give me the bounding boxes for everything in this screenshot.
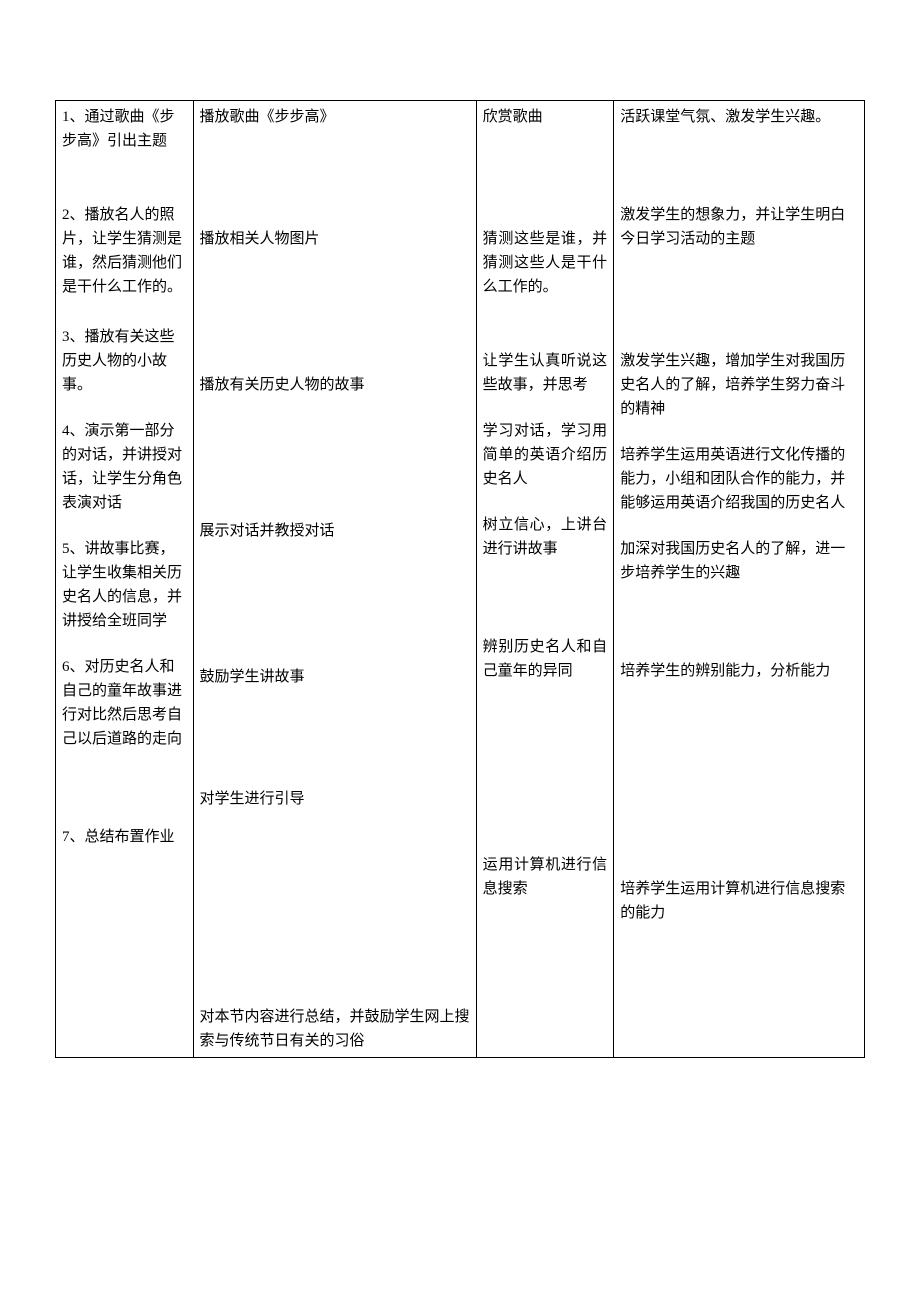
step-2: 2、播放名人的照片，让学生猜测是谁，然后猜测他们是干什么工作的。 — [62, 203, 187, 299]
cell-student-activity: 欣赏歌曲 猜测这些是谁，并猜测这些人是干什么工作的。 让学生认真听说这些故事，并… — [476, 101, 614, 1058]
step-6: 6、对历史名人和自己的童年故事进行对比然后思考自己以后道路的走向 — [62, 655, 187, 751]
purpose-7: 培养学生运用计算机进行信息搜索的能力 — [620, 877, 858, 925]
teacher-3: 播放有关历史人物的故事 — [200, 373, 470, 397]
student-4: 学习对话，学习用简单的英语介绍历史名人 — [483, 419, 608, 491]
lesson-plan-table: 1、通过歌曲《步步高》引出主题 2、播放名人的照片，让学生猜测是谁，然后猜测他们… — [55, 100, 865, 1058]
purpose-3: 激发学生兴趣，增加学生对我国历史名人的了解，培养学生努力奋斗的精神 — [620, 349, 858, 421]
step-7: 7、总结布置作业 — [62, 825, 187, 849]
teacher-2: 播放相关人物图片 — [200, 227, 470, 251]
purpose-2: 激发学生的想象力，并让学生明白今日学习活动的主题 — [620, 203, 858, 251]
purpose-4: 培养学生运用英语进行文化传播的能力，小组和团队合作的能力，并能够运用英语介绍我国… — [620, 443, 858, 515]
student-6: 辨别历史名人和自己童年的异同 — [483, 635, 608, 683]
step-1: 1、通过歌曲《步步高》引出主题 — [62, 105, 187, 153]
student-5: 树立信心，上讲台进行讲故事 — [483, 513, 608, 561]
student-2: 猜测这些是谁，并猜测这些人是干什么工作的。 — [483, 227, 608, 299]
purpose-6: 培养学生的辨别能力，分析能力 — [620, 659, 858, 683]
student-7: 运用计算机进行信息搜索 — [483, 853, 608, 901]
table-row: 1、通过歌曲《步步高》引出主题 2、播放名人的照片，让学生猜测是谁，然后猜测他们… — [56, 101, 865, 1058]
teacher-4: 展示对话并教授对话 — [200, 519, 470, 543]
student-3: 让学生认真听说这些故事，并思考 — [483, 349, 608, 397]
step-3: 3、播放有关这些历史人物的小故事。 — [62, 325, 187, 397]
step-4: 4、演示第一部分的对话，并讲授对话，让学生分角色表演对话 — [62, 419, 187, 515]
teacher-7: 对本节内容进行总结，并鼓励学生网上搜索与传统节日有关的习俗 — [200, 1005, 470, 1053]
purpose-1: 活跃课堂气氛、激发学生兴趣。 — [620, 105, 858, 129]
cell-steps: 1、通过歌曲《步步高》引出主题 2、播放名人的照片，让学生猜测是谁，然后猜测他们… — [56, 101, 194, 1058]
teacher-1: 播放歌曲《步步高》 — [200, 105, 470, 129]
teacher-5: 鼓励学生讲故事 — [200, 665, 470, 689]
cell-teacher-activity: 播放歌曲《步步高》 播放相关人物图片 播放有关历史人物的故事 展示对话并教授对话… — [193, 101, 476, 1058]
purpose-5: 加深对我国历史名人的了解，进一步培养学生的兴趣 — [620, 537, 858, 585]
student-1: 欣赏歌曲 — [483, 105, 608, 129]
cell-purpose: 活跃课堂气氛、激发学生兴趣。 激发学生的想象力，并让学生明白今日学习活动的主题 … — [614, 101, 865, 1058]
step-5: 5、讲故事比赛，让学生收集相关历史名人的信息，并讲授给全班同学 — [62, 537, 187, 633]
teacher-6: 对学生进行引导 — [200, 787, 470, 811]
